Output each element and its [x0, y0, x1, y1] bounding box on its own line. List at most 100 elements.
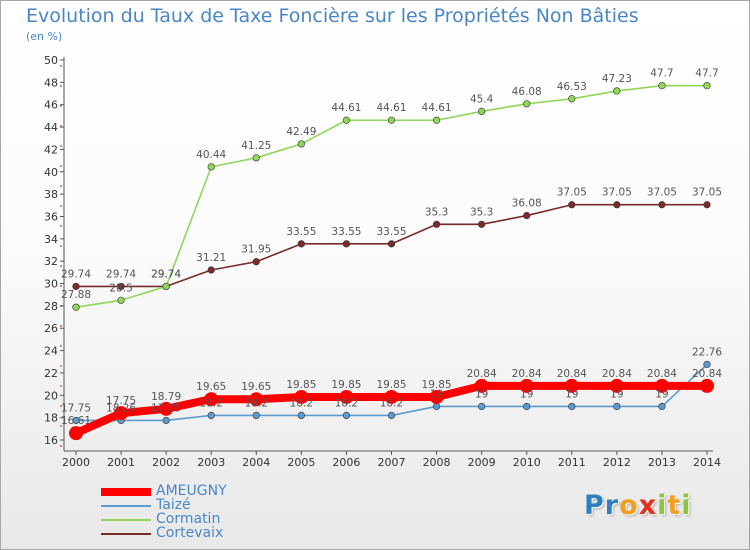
data-label: 17.75 [106, 395, 136, 407]
y-tick-label: 44 [44, 121, 58, 134]
data-label: 29.74 [151, 268, 181, 280]
data-label: 29.74 [61, 268, 91, 280]
x-tick-label: 2002 [152, 456, 180, 469]
data-label: 19 [655, 388, 668, 400]
data-point [613, 402, 621, 411]
data-point [478, 107, 486, 116]
data-point [342, 240, 351, 248]
data-point [384, 389, 399, 404]
data-label: 19 [565, 388, 578, 400]
data-label: 19 [430, 388, 443, 400]
data-label: 19.85 [331, 379, 361, 391]
y-tick-label: 32 [44, 255, 58, 268]
data-label: 46.53 [557, 81, 587, 93]
legend-label: Taizé [156, 497, 191, 513]
data-point [117, 296, 125, 304]
y-tick-label: 34 [44, 233, 58, 246]
data-label: 28.5 [109, 282, 132, 294]
logo-letter: r [604, 490, 620, 521]
data-label: 29.74 [151, 268, 181, 280]
data-label: 31.21 [196, 252, 226, 264]
data-point [114, 406, 129, 421]
data-label: 17.75 [61, 402, 91, 414]
data-label: 35.3 [470, 206, 493, 218]
data-point [523, 100, 531, 108]
x-tick-label: 2008 [423, 456, 451, 469]
y-tick-label: 40 [44, 166, 58, 179]
data-label: 20.84 [557, 368, 587, 380]
data-point [613, 87, 621, 95]
x-tick-label: 2009 [468, 456, 496, 469]
data-point [568, 201, 576, 209]
data-point [387, 411, 396, 420]
data-label: 44.61 [376, 102, 406, 114]
data-label: 22.76 [692, 346, 722, 358]
y-tick-label: 22 [44, 367, 58, 380]
data-point [249, 392, 264, 407]
data-point [72, 303, 80, 311]
data-label: 37.05 [557, 187, 587, 199]
data-point [613, 201, 621, 209]
x-tick-label: 2005 [287, 456, 315, 469]
data-point [297, 411, 305, 420]
data-label: 19 [475, 388, 488, 400]
x-tick-label: 2000 [62, 456, 90, 469]
data-label: 40.44 [196, 149, 226, 161]
y-tick-label: 26 [44, 322, 58, 335]
data-point [207, 266, 215, 274]
legend-swatch [101, 505, 151, 507]
logo-letter: o [619, 490, 639, 521]
data-label: 44.61 [422, 102, 452, 114]
data-point [117, 282, 125, 291]
data-point [159, 401, 174, 416]
data-label: 17.75 [151, 402, 181, 414]
data-label: 18.2 [335, 397, 358, 409]
data-label: 37.05 [602, 187, 632, 199]
data-point [654, 378, 669, 393]
data-label: 16.61 [61, 415, 91, 427]
data-point [339, 389, 354, 404]
data-label: 20.84 [647, 368, 677, 380]
data-point [519, 378, 534, 393]
logo-letter: i [681, 490, 692, 521]
data-point [342, 411, 351, 420]
y-tick-label: 20 [44, 389, 58, 402]
y-axis-unit: (en %) [26, 30, 63, 43]
data-label: 47.7 [650, 68, 673, 80]
data-point [72, 282, 80, 291]
legend-label: Cormatin [156, 511, 221, 527]
data-label: 31.95 [241, 244, 271, 256]
x-tick-label: 2013 [648, 456, 676, 469]
data-label: 19.85 [422, 379, 452, 391]
legend-swatch [101, 533, 151, 535]
data-label: 18.26 [106, 402, 136, 414]
data-point [703, 201, 711, 209]
x-tick-label: 2012 [603, 456, 631, 469]
data-point [523, 211, 531, 220]
data-label: 37.05 [692, 187, 722, 199]
y-tick-label: 18 [44, 412, 58, 425]
data-point [658, 402, 666, 411]
legend-swatch [101, 519, 151, 521]
data-label: 29.74 [106, 268, 136, 280]
data-label: 27.88 [61, 289, 91, 301]
data-point [207, 163, 215, 171]
data-label: 20.84 [467, 368, 497, 380]
data-point [564, 378, 579, 393]
data-point [252, 411, 260, 420]
logo-letter: t [667, 490, 682, 521]
y-tick-label: 42 [44, 143, 58, 156]
y-tick-label: 28 [44, 300, 58, 313]
data-label: 19.65 [241, 381, 271, 393]
data-label: 20.84 [512, 368, 542, 380]
data-point [252, 258, 260, 266]
data-label: 33.55 [286, 226, 316, 238]
data-point [700, 378, 714, 393]
data-point [207, 411, 215, 420]
x-tick-label: 2011 [558, 456, 586, 469]
data-label: 37.05 [647, 187, 677, 199]
data-label: 47.7 [695, 68, 718, 80]
data-point [294, 389, 309, 404]
data-point [69, 426, 83, 441]
data-label: 41.25 [241, 140, 271, 152]
